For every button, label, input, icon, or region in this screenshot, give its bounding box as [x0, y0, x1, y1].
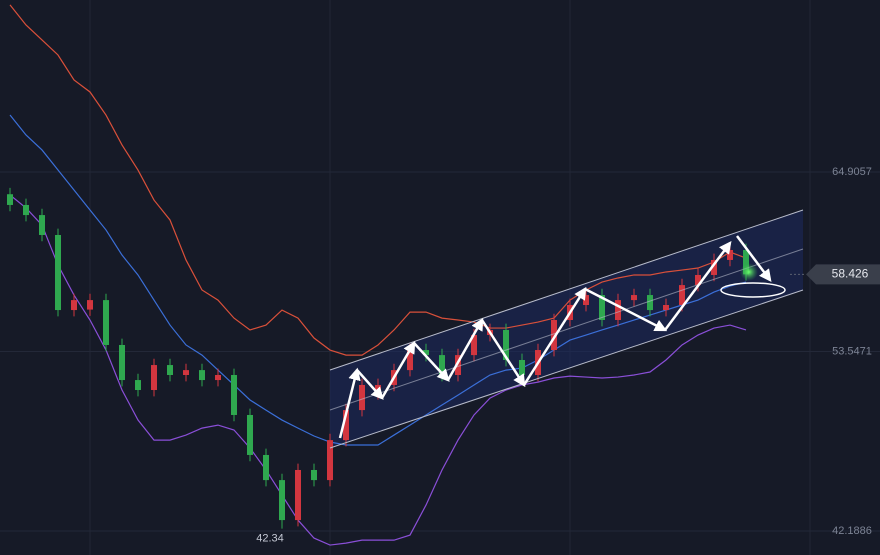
candle-body — [503, 329, 509, 360]
indicator-line — [9, 194, 747, 546]
y-tick-label: 53.5471 — [832, 345, 872, 357]
candle-body — [87, 300, 93, 310]
candle-body — [311, 469, 317, 481]
candle-body — [407, 350, 413, 371]
low-annotation: 42.34 — [256, 533, 284, 545]
candle-body — [743, 250, 749, 275]
candle-body — [119, 344, 125, 381]
candle-body — [7, 194, 13, 205]
arrow — [356, 369, 384, 400]
arrow — [584, 287, 668, 332]
candle-body — [103, 300, 109, 345]
candle-body — [455, 355, 461, 376]
candle-body — [695, 274, 701, 286]
candle-body — [263, 454, 269, 481]
channel-lower — [329, 289, 804, 449]
y-tick-label: 64.9057 — [832, 166, 872, 178]
candle-body — [279, 480, 285, 521]
arrow — [413, 342, 450, 382]
arrow — [522, 286, 587, 386]
candle-body — [183, 370, 189, 376]
candle-body — [583, 295, 589, 305]
candle-body — [711, 259, 717, 275]
candle-body — [39, 215, 45, 235]
indicator-line — [9, 4, 747, 356]
arrow — [338, 367, 361, 439]
arrow — [736, 235, 772, 282]
labels: 42.1886 53.5471 64.9057 58.426 42.34 — [256, 166, 880, 545]
arrow — [380, 340, 416, 399]
candle-body — [71, 300, 77, 311]
candle-body — [343, 410, 349, 441]
y-tick-label: 42.1886 — [832, 525, 872, 537]
candle-body — [471, 335, 477, 356]
last-price-tag — [806, 264, 880, 285]
wave-arrows — [338, 235, 772, 439]
candle-body — [647, 295, 653, 311]
candle-body — [231, 375, 237, 415]
channel-middle — [329, 248, 804, 411]
marks — [7, 4, 749, 546]
candle-body — [615, 300, 621, 321]
candle-body — [199, 370, 205, 381]
candle-body — [295, 469, 301, 521]
candle-body — [679, 285, 685, 305]
candle-body — [727, 250, 733, 260]
candle-body — [247, 414, 253, 455]
highlight-ellipse — [720, 282, 786, 298]
candle-body — [663, 304, 669, 311]
arrow — [663, 240, 732, 331]
candle-body — [631, 295, 637, 301]
candle-body — [519, 359, 525, 376]
candle-body — [167, 365, 173, 376]
candle-body — [215, 375, 221, 381]
glow-marker — [740, 263, 758, 281]
arrow — [480, 319, 526, 388]
candle-body — [135, 380, 141, 391]
candle-body — [439, 355, 445, 376]
candle-body — [551, 320, 557, 351]
candle-body — [359, 384, 365, 411]
arrow — [446, 317, 484, 381]
candle-body — [23, 204, 29, 216]
candle-body — [55, 234, 61, 311]
last-price-label: 58.426 — [832, 267, 869, 281]
candle-body — [599, 295, 605, 321]
candle-body — [327, 440, 333, 481]
indicator-line — [9, 114, 747, 446]
candle-body — [151, 365, 157, 391]
candle-body — [423, 350, 429, 356]
